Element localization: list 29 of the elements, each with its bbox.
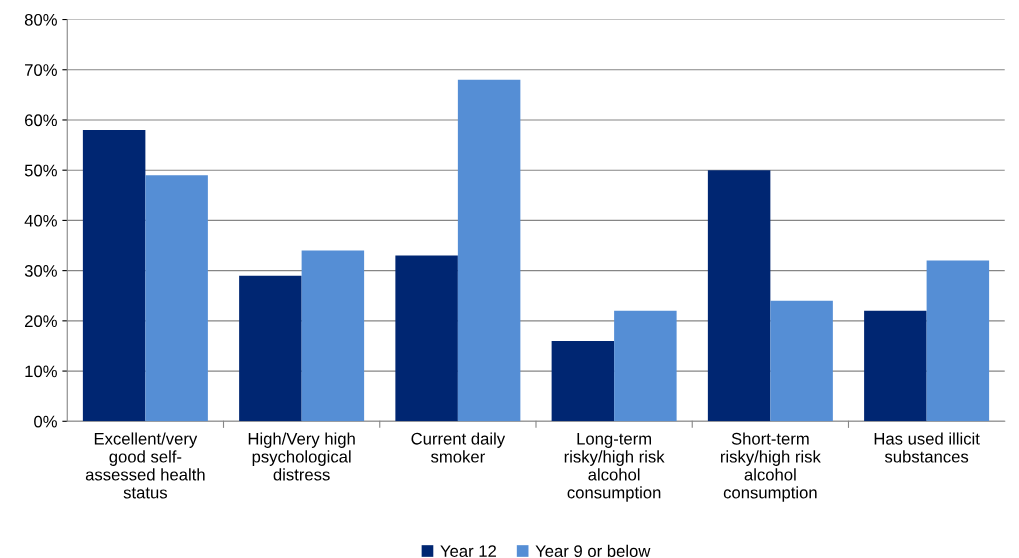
y-tick-label: 0%	[34, 415, 57, 428]
y-tick-label: 40%	[24, 214, 57, 227]
bar	[301, 250, 365, 422]
bar	[707, 170, 771, 422]
y-tick-label: 10%	[25, 365, 57, 378]
bar	[239, 275, 302, 422]
y-tick-label: 30%	[24, 265, 57, 277]
bar	[864, 310, 927, 422]
bar	[926, 260, 990, 422]
bar	[614, 310, 677, 422]
y-tick-label: 60%	[25, 114, 57, 127]
x-tick-label: Long-term risky/high risk alcohol consumption	[564, 433, 665, 502]
y-tick-label: 80%	[24, 13, 57, 26]
x-tick-label: Current daily smoker	[411, 432, 506, 463]
y-tick-label: 20%	[25, 315, 57, 328]
bar	[145, 175, 208, 422]
x-tick-label: Short-term risky/high risk alcohol consumption	[721, 432, 821, 502]
bar	[457, 79, 521, 422]
bar	[770, 300, 833, 422]
y-tick-label: 50%	[24, 164, 57, 177]
x-tick-label: Has used illicit substances	[874, 432, 980, 463]
legend-label: Year 12	[440, 545, 496, 558]
bar	[395, 255, 458, 422]
bar	[551, 340, 615, 422]
x-tick-label: High/Very high psychological distress	[248, 432, 355, 481]
x-tick-label: Excellent/very good self- assessed health status	[85, 432, 205, 499]
y-tick-label: 70%	[25, 64, 57, 76]
legend-label: Year 9 or below	[535, 544, 651, 558]
bar	[82, 130, 146, 422]
